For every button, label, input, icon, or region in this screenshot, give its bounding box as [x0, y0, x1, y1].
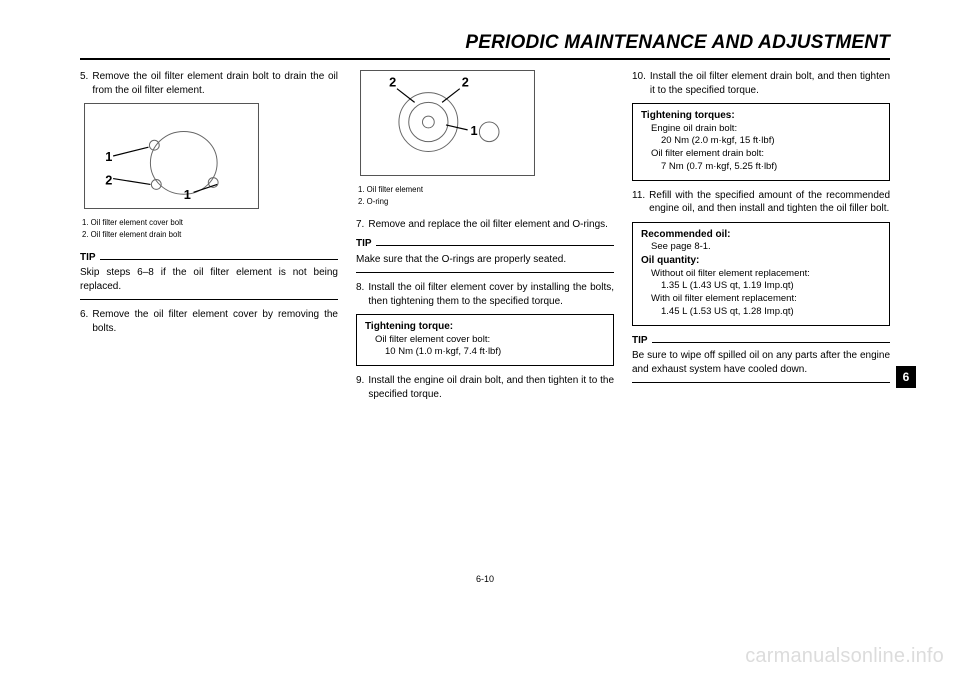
tip-heading: TIP	[80, 251, 338, 265]
tip-rule	[652, 342, 890, 343]
step-7: 7. Remove and replace the oil filter ele…	[356, 218, 614, 232]
step-text: Remove and replace the oil filter elemen…	[368, 218, 614, 232]
step-8: 8. Install the oil filter element cover …	[356, 281, 614, 308]
torque-box-1: Tightening torque: Oil filter element co…	[356, 314, 614, 366]
tip-end-rule	[356, 272, 614, 273]
callout-label: 1	[184, 187, 191, 202]
tip-2-body: Make sure that the O-rings are properly …	[356, 253, 614, 267]
tip-heading: TIP	[356, 237, 614, 251]
step-number: 10.	[632, 70, 646, 97]
tip-end-rule	[632, 382, 890, 383]
torque-box-2: Tightening torques: Engine oil drain bol…	[632, 103, 890, 181]
figure-1: 1 2 1	[84, 103, 259, 209]
manual-page: PERIODIC MAINTENANCE AND ADJUSTMENT 5. R…	[0, 0, 960, 678]
box-title: Oil quantity:	[641, 254, 881, 268]
section-tab: 6	[896, 366, 916, 388]
running-title: PERIODIC MAINTENANCE AND ADJUSTMENT	[80, 32, 890, 54]
step-text: Install the oil filter element drain bol…	[650, 70, 890, 97]
box-value: 7 Nm (0.7 m·kgf, 5.25 ft·lbf)	[661, 161, 881, 174]
callout-label: 2	[389, 75, 396, 90]
col-3: 10. Install the oil filter element drain…	[632, 70, 890, 568]
step-text: Install the engine oil drain bolt, and t…	[368, 374, 614, 401]
step-text: Remove the oil filter element cover by r…	[92, 308, 338, 335]
tip-3-body: Be sure to wipe off spilled oil on any p…	[632, 349, 890, 376]
tip-rule	[376, 245, 614, 246]
figure-1-caption: 1. Oil filter element cover bolt 2. Oil …	[82, 217, 338, 241]
step-number: 8.	[356, 281, 364, 308]
header-rule	[80, 58, 890, 60]
step-6: 6. Remove the oil filter element cover b…	[80, 308, 338, 335]
step-5: 5. Remove the oil filter element drain b…	[80, 70, 338, 97]
tip-label: TIP	[80, 251, 96, 265]
step-9: 9. Install the engine oil drain bolt, an…	[356, 374, 614, 401]
step-number: 5.	[80, 70, 88, 97]
col-1: 5. Remove the oil filter element drain b…	[80, 70, 338, 568]
figure-2: 2 2 1	[360, 70, 535, 176]
step-11: 11. Refill with the specified amount of …	[632, 189, 890, 216]
box-line: Without oil filter element replace­ment:	[651, 268, 881, 281]
box-title: Tightening torques:	[641, 109, 881, 123]
box-value: 1.35 L (1.43 US qt, 1.19 Imp.qt)	[661, 280, 881, 293]
tip-end-rule	[80, 299, 338, 300]
step-text: Refill with the specified amount of the …	[649, 189, 890, 216]
tip-heading: TIP	[632, 334, 890, 348]
step-number: 9.	[356, 374, 364, 401]
figure-2-caption: 1. Oil filter element 2. O-ring	[358, 184, 614, 208]
col-2: 2 2 1 1. Oil filter element 2. O-ring 7.…	[356, 70, 614, 568]
oil-box: Recommended oil: See page 8-1. Oil quant…	[632, 222, 890, 326]
box-line: Oil filter element cover bolt:	[375, 334, 605, 347]
box-value: 20 Nm (2.0 m·kgf, 15 ft·lbf)	[661, 135, 881, 148]
step-text: Remove the oil filter element drain bolt…	[92, 70, 338, 97]
step-number: 6.	[80, 308, 88, 335]
box-title: Tightening torque:	[365, 320, 605, 334]
step-number: 11.	[632, 189, 645, 216]
page-number: 6-10	[80, 574, 890, 584]
caption-line: 1. Oil filter element cover bolt	[82, 217, 338, 228]
step-10: 10. Install the oil filter element drain…	[632, 70, 890, 97]
box-line: Engine oil drain bolt:	[651, 123, 881, 136]
caption-line: 2. Oil filter element drain bolt	[82, 229, 338, 240]
content-columns: 5. Remove the oil filter element drain b…	[80, 70, 890, 568]
box-title: Recommended oil:	[641, 228, 881, 242]
tip-label: TIP	[632, 334, 648, 348]
callout-label: 1	[105, 149, 112, 164]
callout-label: 2	[462, 75, 469, 90]
box-value: 1.45 L (1.53 US qt, 1.28 Imp.qt)	[661, 306, 881, 319]
tip-label: TIP	[356, 237, 372, 251]
callout-label: 2	[105, 172, 112, 187]
tip-1-body: Skip steps 6–8 if the oil filter element…	[80, 266, 338, 293]
caption-line: 1. Oil filter element	[358, 184, 614, 195]
box-value: 10 Nm (1.0 m·kgf, 7.4 ft·lbf)	[385, 346, 605, 359]
step-text: Install the oil filter element cover by …	[368, 281, 614, 308]
box-line: See page 8-1.	[651, 241, 881, 254]
caption-line: 2. O-ring	[358, 196, 614, 207]
step-number: 7.	[356, 218, 364, 232]
box-line: With oil filter element replacement:	[651, 293, 881, 306]
callout-label: 1	[471, 123, 478, 138]
tip-rule	[100, 259, 338, 260]
box-line: Oil filter element drain bolt:	[651, 148, 881, 161]
